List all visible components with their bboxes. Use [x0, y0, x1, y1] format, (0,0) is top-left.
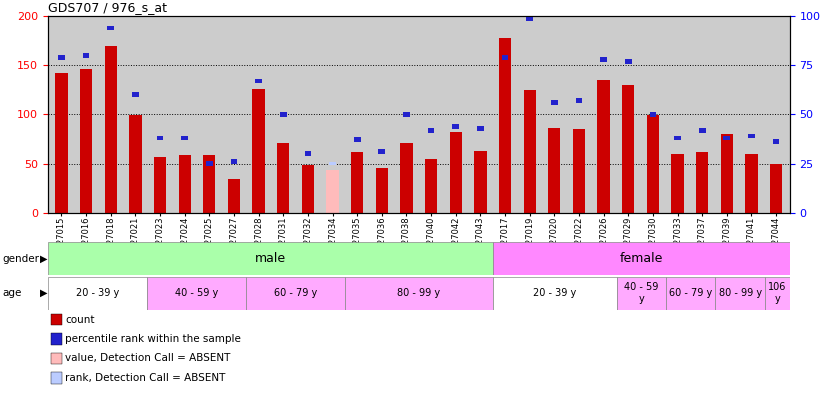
- Bar: [474, 151, 487, 213]
- Bar: [154, 157, 166, 213]
- Bar: [203, 155, 216, 213]
- Bar: [724, 136, 730, 141]
- Bar: [647, 115, 659, 213]
- Bar: [699, 128, 705, 132]
- Bar: [301, 166, 314, 213]
- Text: 80 - 99 y: 80 - 99 y: [719, 288, 762, 298]
- Bar: [616, 277, 666, 310]
- Bar: [147, 277, 245, 310]
- Bar: [132, 92, 139, 97]
- Bar: [253, 89, 265, 213]
- Text: ▶: ▶: [40, 254, 47, 264]
- Bar: [772, 139, 780, 144]
- Text: 60 - 79 y: 60 - 79 y: [669, 288, 712, 298]
- Bar: [228, 179, 240, 213]
- Bar: [107, 26, 114, 30]
- Bar: [55, 73, 68, 213]
- Bar: [493, 242, 790, 275]
- Bar: [672, 153, 684, 213]
- Bar: [477, 126, 484, 131]
- Bar: [157, 136, 164, 141]
- Bar: [745, 153, 757, 213]
- Bar: [58, 55, 65, 60]
- Bar: [770, 164, 782, 213]
- Bar: [524, 90, 536, 213]
- Text: 106
y: 106 y: [768, 282, 786, 304]
- Bar: [624, 59, 632, 64]
- Bar: [206, 161, 213, 166]
- Text: value, Detection Call = ABSENT: value, Detection Call = ABSENT: [65, 354, 230, 363]
- Bar: [526, 16, 533, 21]
- Bar: [401, 143, 413, 213]
- Bar: [622, 85, 634, 213]
- Text: 40 - 59 y: 40 - 59 y: [174, 288, 218, 298]
- Bar: [597, 80, 610, 213]
- Bar: [178, 155, 191, 213]
- Text: ▶: ▶: [40, 288, 47, 298]
- Bar: [378, 149, 385, 154]
- Bar: [449, 132, 462, 213]
- Bar: [425, 159, 437, 213]
- Bar: [344, 277, 493, 310]
- Bar: [674, 136, 681, 141]
- Bar: [245, 277, 344, 310]
- Bar: [493, 277, 616, 310]
- Bar: [181, 136, 188, 141]
- Bar: [453, 124, 459, 129]
- Text: percentile rank within the sample: percentile rank within the sample: [65, 334, 241, 344]
- Bar: [277, 143, 289, 213]
- Bar: [105, 46, 117, 213]
- Text: female: female: [620, 252, 663, 265]
- Bar: [351, 152, 363, 213]
- Bar: [720, 134, 733, 213]
- Bar: [329, 162, 336, 166]
- Bar: [48, 277, 147, 310]
- Bar: [501, 55, 509, 60]
- Bar: [576, 98, 582, 103]
- Bar: [129, 115, 141, 213]
- Bar: [601, 57, 607, 62]
- Text: rank, Detection Call = ABSENT: rank, Detection Call = ABSENT: [65, 373, 225, 383]
- Bar: [48, 242, 493, 275]
- Text: age: age: [2, 288, 21, 298]
- Bar: [572, 129, 585, 213]
- Text: GDS707 / 976_s_at: GDS707 / 976_s_at: [48, 1, 167, 14]
- Text: 80 - 99 y: 80 - 99 y: [397, 288, 440, 298]
- Bar: [280, 112, 287, 117]
- Bar: [666, 277, 715, 310]
- Bar: [551, 100, 558, 105]
- Bar: [403, 112, 410, 117]
- Bar: [649, 112, 657, 117]
- Bar: [499, 38, 511, 213]
- Bar: [80, 69, 93, 213]
- Bar: [765, 277, 790, 310]
- Text: gender: gender: [2, 254, 40, 264]
- Text: count: count: [65, 315, 95, 324]
- Bar: [326, 171, 339, 213]
- Text: male: male: [255, 252, 286, 265]
- Bar: [696, 152, 709, 213]
- Bar: [428, 128, 434, 132]
- Text: 60 - 79 y: 60 - 79 y: [273, 288, 317, 298]
- Bar: [230, 159, 237, 164]
- Bar: [715, 277, 765, 310]
- Bar: [83, 53, 89, 58]
- Text: 20 - 39 y: 20 - 39 y: [533, 288, 577, 298]
- Bar: [376, 168, 388, 213]
- Text: 20 - 39 y: 20 - 39 y: [76, 288, 119, 298]
- Text: 40 - 59
y: 40 - 59 y: [624, 282, 658, 304]
- Bar: [354, 137, 361, 143]
- Bar: [255, 79, 262, 83]
- Bar: [305, 151, 311, 156]
- Bar: [548, 128, 561, 213]
- Bar: [748, 134, 755, 139]
